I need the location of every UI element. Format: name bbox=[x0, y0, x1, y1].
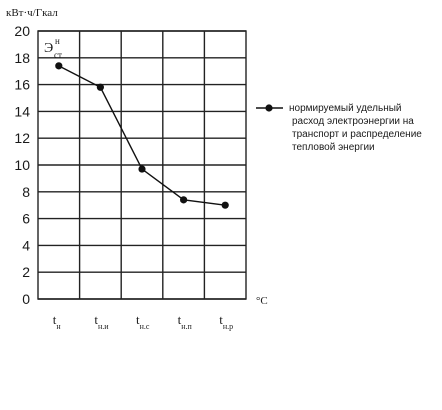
data-point bbox=[55, 62, 63, 70]
x-tick-label: tн bbox=[53, 312, 62, 331]
y-tick-label: 10 bbox=[14, 157, 30, 173]
y-tick-label: 16 bbox=[14, 77, 30, 93]
x-tick-label: tн.п bbox=[178, 312, 193, 331]
x-tick-label: tн.с bbox=[136, 312, 150, 331]
legend-point-marker bbox=[265, 104, 273, 112]
data-point bbox=[96, 83, 104, 91]
series-line bbox=[58, 65, 226, 206]
legend-label: нормируемый удельный расход электроэнерг… bbox=[289, 103, 425, 153]
y-tick-label: 12 bbox=[14, 130, 30, 146]
y-tick-label: 20 bbox=[14, 23, 30, 39]
x-axis-ticks: tн tн.и tн.с tн.п tн.р bbox=[53, 312, 233, 331]
y-tick-label: 6 bbox=[22, 211, 30, 227]
plot-annotation: Э н ст bbox=[44, 36, 62, 60]
legend-line-2: расход электроэнергии на bbox=[292, 116, 414, 127]
y-tick-label: 2 bbox=[22, 264, 30, 280]
x-tick-symbol: t bbox=[136, 312, 140, 327]
x-tick-label: tн.р bbox=[219, 312, 233, 331]
legend-line-3: транспорт и распределение bbox=[292, 129, 422, 140]
y-axis-ticks: 0 2 4 6 8 10 12 14 16 18 20 bbox=[14, 23, 30, 307]
y-axis-label: кВт·ч/Гкал bbox=[6, 7, 58, 19]
plot-frame bbox=[37, 30, 247, 300]
annotation-symbol: Э bbox=[44, 41, 53, 56]
x-tick-symbol: t bbox=[178, 312, 182, 327]
y-tick-label: 4 bbox=[22, 237, 30, 253]
legend-line-4: тепловой энергии bbox=[292, 142, 375, 153]
x-tick-symbol: t bbox=[219, 312, 223, 327]
x-axis-unit: °C bbox=[256, 295, 268, 307]
data-point bbox=[180, 196, 188, 204]
annotation-subscript: ст bbox=[54, 50, 62, 60]
x-tick-subscript: н.с bbox=[140, 322, 150, 331]
x-tick-subscript: н bbox=[56, 322, 61, 331]
series bbox=[55, 62, 229, 209]
x-tick-subscript: н.и bbox=[98, 322, 109, 331]
y-tick-label: 14 bbox=[14, 103, 30, 119]
x-tick-subscript: н.п bbox=[181, 322, 192, 331]
x-tick-symbol: t bbox=[94, 312, 98, 327]
x-tick-subscript: н.р bbox=[223, 322, 233, 331]
legend-line-1: нормируемый удельный bbox=[289, 103, 402, 114]
data-point bbox=[221, 201, 229, 209]
y-tick-label: 0 bbox=[22, 291, 30, 307]
x-tick-label: tн.и bbox=[94, 312, 109, 331]
x-tick-symbol: t bbox=[53, 312, 57, 327]
annotation-superscript: н bbox=[55, 36, 60, 46]
data-point bbox=[138, 165, 146, 173]
y-tick-label: 18 bbox=[14, 50, 30, 66]
legend: нормируемый удельный расход электроэнерг… bbox=[256, 103, 425, 153]
y-tick-label: 8 bbox=[22, 184, 30, 200]
